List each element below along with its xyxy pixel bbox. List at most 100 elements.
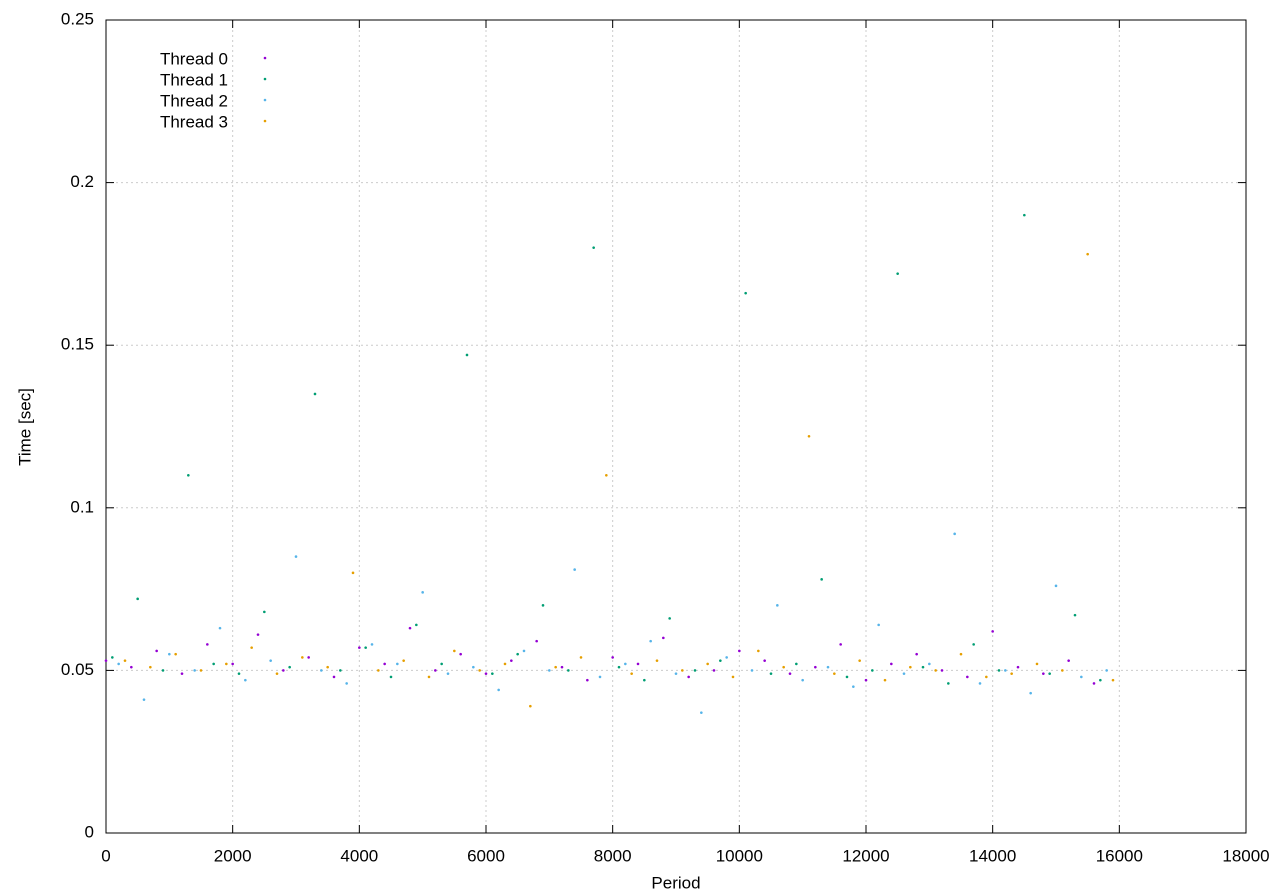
point [693,669,697,672]
point [953,532,956,536]
point [339,669,342,672]
point [750,669,754,672]
point [668,617,671,620]
point [256,633,260,636]
point [307,656,310,659]
point [624,662,627,666]
point [130,665,133,669]
point [814,665,817,669]
point [681,669,684,672]
x-tick-label: 14000 [969,846,1016,865]
x-tick-label: 18000 [1222,846,1269,865]
point [434,669,437,672]
point [1042,672,1045,675]
point [168,652,171,656]
point [408,626,412,630]
y-tick-label: 0.1 [70,497,94,516]
point [807,434,811,438]
point [351,571,355,575]
point [288,665,291,669]
point [415,623,418,627]
point [978,682,982,685]
point [237,672,241,675]
point [826,665,830,669]
point [997,669,1001,672]
point [484,672,488,675]
point [358,646,361,649]
point [465,353,469,357]
point [769,672,773,675]
point [1016,665,1020,669]
point [377,669,380,672]
point [275,672,279,675]
point [1092,682,1096,685]
point [244,678,247,682]
point [801,678,804,682]
x-tick-label: 10000 [716,846,763,865]
point [636,662,640,666]
point [674,672,678,675]
point [1035,662,1039,666]
point [738,649,741,653]
point [712,669,716,672]
point [928,662,931,666]
legend-label: Thread 2 [160,91,228,110]
legend-label: Thread 1 [160,70,228,89]
point [497,688,500,692]
point [548,669,551,672]
point [871,669,874,672]
point [516,652,519,656]
point [440,662,443,666]
point [687,675,690,679]
point [529,704,532,708]
point [966,675,969,679]
point [909,665,912,669]
point [187,473,190,477]
point [510,659,513,662]
point [655,659,659,662]
legend-label: Thread 3 [160,112,228,131]
point [991,630,994,633]
point [1067,659,1070,662]
point [934,669,937,672]
x-axis-title: Period [651,873,700,892]
point [1099,678,1102,682]
point [180,672,184,675]
point [225,662,228,666]
point [921,665,925,669]
point [706,662,709,666]
point [776,604,779,607]
point [845,675,849,679]
point [662,636,665,640]
point [1080,675,1083,679]
point [472,665,475,669]
point [700,711,703,714]
point [155,649,158,653]
point [104,659,108,662]
point [250,646,253,649]
point [383,662,386,666]
point [199,669,203,672]
point [389,675,393,679]
point [864,678,868,682]
point [294,555,298,558]
point [161,669,165,672]
point [269,659,272,662]
point [605,473,608,477]
y-axis-title: Time [sec] [15,388,34,466]
point [1073,613,1077,617]
point [1029,691,1032,695]
point [788,672,792,675]
y-tick-label: 0.05 [61,660,94,679]
point [782,665,785,669]
point [402,659,405,662]
point [611,656,614,659]
point [795,662,798,666]
point [820,578,823,581]
point [719,659,722,662]
x-tick-label: 12000 [842,846,889,865]
point [763,659,766,662]
point [345,682,348,685]
